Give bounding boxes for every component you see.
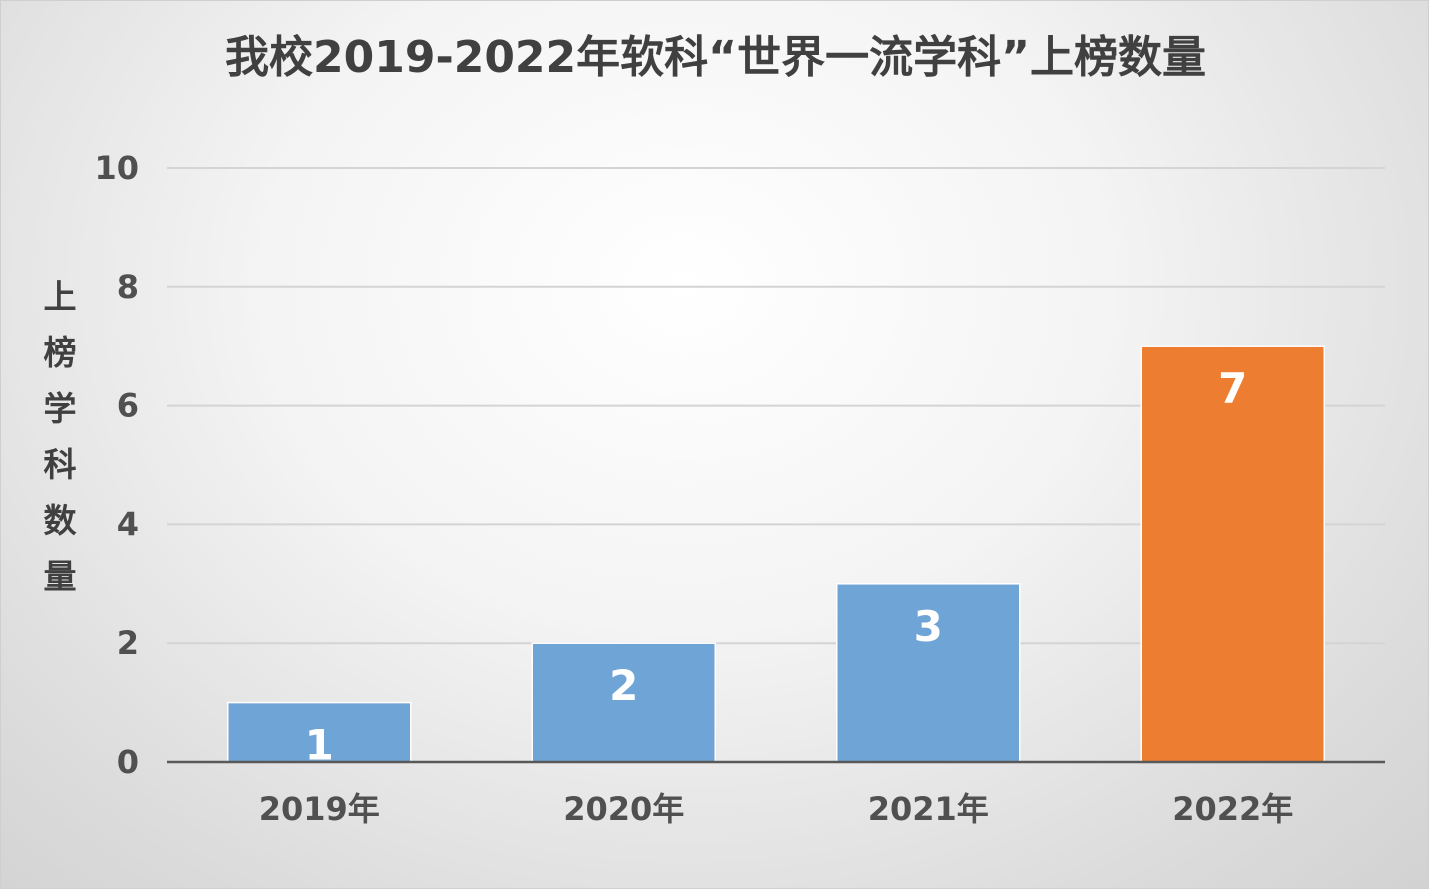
y-tick-label: 2 bbox=[117, 624, 139, 662]
x-tick-label: 2022年 bbox=[1172, 790, 1293, 828]
y-tick-label: 0 bbox=[117, 743, 139, 781]
x-tick-label: 2021年 bbox=[868, 790, 989, 828]
bar-2021年 bbox=[836, 583, 1021, 763]
x-tick-label: 2020年 bbox=[563, 790, 684, 828]
data-label: 3 bbox=[914, 602, 943, 651]
y-axis-label: 上榜学科数量 bbox=[43, 277, 77, 596]
data-label: 2 bbox=[609, 661, 638, 710]
data-label: 7 bbox=[1218, 364, 1247, 413]
chart-title: 我校2019-2022年软科“世界一流学科”上榜数量 bbox=[224, 32, 1207, 83]
bar-2020年 bbox=[531, 642, 716, 763]
y-tick-label: 4 bbox=[117, 505, 139, 543]
bar-2022年 bbox=[1140, 345, 1325, 763]
y-tick-label: 6 bbox=[117, 387, 139, 425]
x-tick-label: 2019年 bbox=[259, 790, 380, 828]
y-tick-label: 8 bbox=[117, 268, 139, 306]
y-tick-label: 10 bbox=[94, 149, 139, 187]
